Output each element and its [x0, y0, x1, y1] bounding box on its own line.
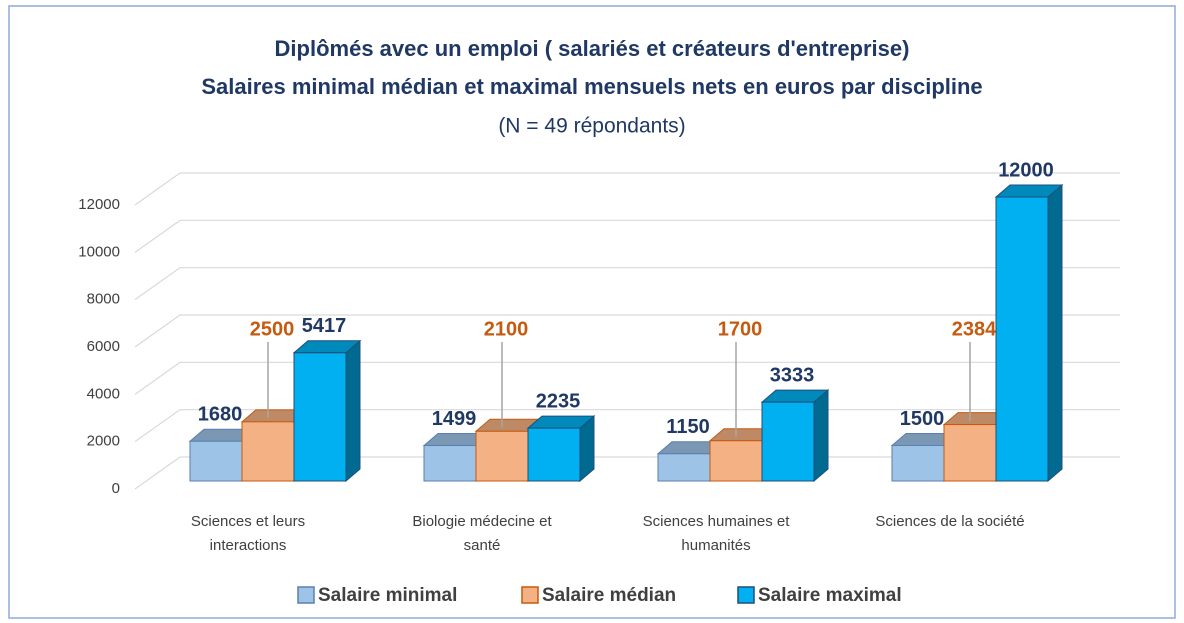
data-label: 1499 — [432, 408, 477, 430]
grid-line — [134, 361, 1120, 395]
legend-swatch — [737, 586, 755, 604]
legend-label: Salaire médian — [542, 585, 676, 606]
data-label: 1700 — [718, 318, 763, 340]
bar — [760, 389, 830, 483]
data-label: 12000 — [998, 159, 1054, 181]
bar-front — [709, 440, 763, 482]
bar-front — [943, 424, 997, 482]
grid-line — [134, 267, 1120, 301]
y-tick-label: 4000 — [87, 385, 120, 402]
grid-line — [134, 172, 1120, 206]
x-tick-label: Sciences et leurs interactions — [191, 513, 305, 554]
data-label: 2384 — [952, 318, 997, 340]
legend-label: Salaire maximal — [758, 585, 902, 606]
grid-line — [134, 219, 1120, 253]
legend-label: Salaire minimal — [318, 585, 457, 606]
bar-side — [813, 389, 829, 483]
bar-front — [293, 352, 347, 482]
bar-side — [1047, 183, 1063, 483]
y-tick-label: 8000 — [87, 291, 120, 308]
y-tick-label: 6000 — [87, 338, 120, 355]
bar — [994, 183, 1064, 483]
bar-front — [761, 401, 815, 482]
bar-front — [527, 427, 581, 482]
y-tick-label: 10000 — [78, 243, 120, 260]
bar-front — [995, 196, 1049, 482]
data-label: 5417 — [302, 315, 347, 337]
data-label: 1500 — [900, 408, 945, 430]
x-tick-label: Sciences humaines et humanités — [643, 513, 791, 554]
bar-front — [423, 445, 477, 482]
bar-front — [241, 421, 295, 482]
data-label: 2235 — [536, 390, 581, 412]
data-label: 2100 — [484, 318, 529, 340]
y-tick-label: 12000 — [78, 196, 120, 213]
legend-swatch — [521, 586, 539, 604]
bar-front — [891, 445, 945, 482]
chart-frame — [8, 5, 1176, 619]
data-label: 1680 — [198, 404, 243, 426]
y-tick-label: 0 — [112, 480, 120, 497]
y-tick-label: 2000 — [87, 433, 120, 450]
chart-subtitle: Salaires minimal médian et maximal mensu… — [201, 74, 982, 99]
data-label: 2500 — [250, 318, 295, 340]
bar — [292, 339, 362, 483]
grid-line — [134, 314, 1120, 348]
bar-front — [657, 453, 711, 482]
chart-title: Diplômés avec un emploi ( salariés et cr… — [275, 36, 910, 61]
data-label: 1150 — [666, 416, 709, 438]
bar-side — [345, 339, 361, 483]
x-tick-label: Sciences de la société — [875, 513, 1024, 530]
data-label: 3333 — [770, 364, 815, 386]
x-tick-label: Biologie médecine et santé — [412, 513, 552, 554]
legend-swatch — [297, 586, 315, 604]
bar-front — [189, 440, 243, 482]
chart-note: (N = 49 répondants) — [498, 115, 685, 138]
bar — [526, 415, 596, 483]
bar-front — [475, 430, 529, 482]
